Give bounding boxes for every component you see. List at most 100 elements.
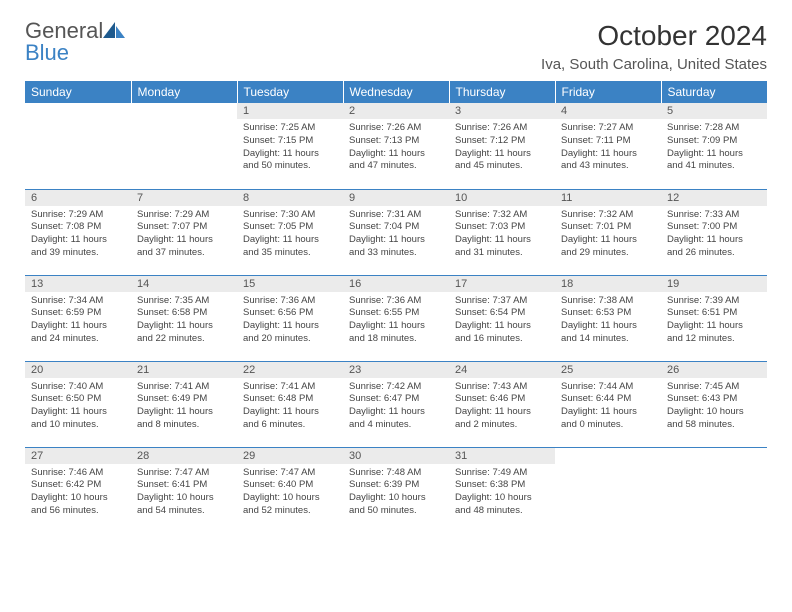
sunrise-line: Sunrise: 7:36 AM bbox=[349, 295, 421, 306]
daylight-line: Daylight: 11 hours and 22 minutes. bbox=[137, 320, 213, 344]
day-number: 26 bbox=[661, 362, 767, 378]
weekday-header: Monday bbox=[131, 81, 237, 103]
daylight-line: Daylight: 11 hours and 4 minutes. bbox=[349, 406, 425, 430]
logo-word2: Blue bbox=[25, 40, 69, 65]
calendar-empty-cell bbox=[131, 103, 237, 189]
sunrise-line: Sunrise: 7:26 AM bbox=[455, 122, 527, 133]
day-number: 15 bbox=[237, 276, 343, 292]
sunset-line: Sunset: 7:09 PM bbox=[667, 135, 737, 146]
day-details: Sunrise: 7:30 AMSunset: 7:05 PMDaylight:… bbox=[237, 206, 343, 263]
sunrise-line: Sunrise: 7:47 AM bbox=[243, 467, 315, 478]
calendar-day-cell: 20Sunrise: 7:40 AMSunset: 6:50 PMDayligh… bbox=[25, 361, 131, 447]
calendar-week-row: 27Sunrise: 7:46 AMSunset: 6:42 PMDayligh… bbox=[25, 447, 767, 533]
day-details: Sunrise: 7:37 AMSunset: 6:54 PMDaylight:… bbox=[449, 292, 555, 349]
day-number: 20 bbox=[25, 362, 131, 378]
weekday-header: Saturday bbox=[661, 81, 767, 103]
day-details: Sunrise: 7:32 AMSunset: 7:01 PMDaylight:… bbox=[555, 206, 661, 263]
day-number: 10 bbox=[449, 190, 555, 206]
calendar-day-cell: 3Sunrise: 7:26 AMSunset: 7:12 PMDaylight… bbox=[449, 103, 555, 189]
daylight-line: Daylight: 11 hours and 37 minutes. bbox=[137, 234, 213, 258]
day-number: 31 bbox=[449, 448, 555, 464]
sunrise-line: Sunrise: 7:37 AM bbox=[455, 295, 527, 306]
sunset-line: Sunset: 6:49 PM bbox=[137, 393, 207, 404]
sunrise-line: Sunrise: 7:41 AM bbox=[137, 381, 209, 392]
daylight-line: Daylight: 11 hours and 24 minutes. bbox=[31, 320, 107, 344]
sunrise-line: Sunrise: 7:40 AM bbox=[31, 381, 103, 392]
day-number: 30 bbox=[343, 448, 449, 464]
daylight-line: Daylight: 10 hours and 56 minutes. bbox=[31, 492, 108, 516]
sunrise-line: Sunrise: 7:42 AM bbox=[349, 381, 421, 392]
daylight-line: Daylight: 10 hours and 50 minutes. bbox=[349, 492, 426, 516]
sunrise-line: Sunrise: 7:46 AM bbox=[31, 467, 103, 478]
day-number: 7 bbox=[131, 190, 237, 206]
daylight-line: Daylight: 11 hours and 18 minutes. bbox=[349, 320, 425, 344]
daylight-line: Daylight: 11 hours and 43 minutes. bbox=[561, 148, 637, 172]
day-number: 2 bbox=[343, 103, 449, 119]
calendar-day-cell: 19Sunrise: 7:39 AMSunset: 6:51 PMDayligh… bbox=[661, 275, 767, 361]
sunrise-line: Sunrise: 7:36 AM bbox=[243, 295, 315, 306]
day-details: Sunrise: 7:35 AMSunset: 6:58 PMDaylight:… bbox=[131, 292, 237, 349]
day-details: Sunrise: 7:40 AMSunset: 6:50 PMDaylight:… bbox=[25, 378, 131, 435]
day-number: 23 bbox=[343, 362, 449, 378]
day-details: Sunrise: 7:27 AMSunset: 7:11 PMDaylight:… bbox=[555, 119, 661, 176]
day-details: Sunrise: 7:34 AMSunset: 6:59 PMDaylight:… bbox=[25, 292, 131, 349]
daylight-line: Daylight: 11 hours and 0 minutes. bbox=[561, 406, 637, 430]
sunset-line: Sunset: 6:46 PM bbox=[455, 393, 525, 404]
daylight-line: Daylight: 11 hours and 41 minutes. bbox=[667, 148, 743, 172]
daylight-line: Daylight: 11 hours and 14 minutes. bbox=[561, 320, 637, 344]
calendar-day-cell: 31Sunrise: 7:49 AMSunset: 6:38 PMDayligh… bbox=[449, 447, 555, 533]
calendar-day-cell: 27Sunrise: 7:46 AMSunset: 6:42 PMDayligh… bbox=[25, 447, 131, 533]
day-number: 6 bbox=[25, 190, 131, 206]
day-details: Sunrise: 7:46 AMSunset: 6:42 PMDaylight:… bbox=[25, 464, 131, 521]
day-details: Sunrise: 7:44 AMSunset: 6:44 PMDaylight:… bbox=[555, 378, 661, 435]
day-number: 5 bbox=[661, 103, 767, 119]
daylight-line: Daylight: 11 hours and 2 minutes. bbox=[455, 406, 531, 430]
weekday-header: Thursday bbox=[449, 81, 555, 103]
calendar-day-cell: 10Sunrise: 7:32 AMSunset: 7:03 PMDayligh… bbox=[449, 189, 555, 275]
day-details: Sunrise: 7:38 AMSunset: 6:53 PMDaylight:… bbox=[555, 292, 661, 349]
sunset-line: Sunset: 6:44 PM bbox=[561, 393, 631, 404]
logo: General Blue bbox=[25, 20, 125, 64]
sunrise-line: Sunrise: 7:39 AM bbox=[667, 295, 739, 306]
calendar-day-cell: 29Sunrise: 7:47 AMSunset: 6:40 PMDayligh… bbox=[237, 447, 343, 533]
sunrise-line: Sunrise: 7:27 AM bbox=[561, 122, 633, 133]
sunset-line: Sunset: 7:12 PM bbox=[455, 135, 525, 146]
calendar-week-row: 1Sunrise: 7:25 AMSunset: 7:15 PMDaylight… bbox=[25, 103, 767, 189]
day-number: 19 bbox=[661, 276, 767, 292]
day-details: Sunrise: 7:33 AMSunset: 7:00 PMDaylight:… bbox=[661, 206, 767, 263]
day-number: 16 bbox=[343, 276, 449, 292]
calendar-day-cell: 16 Sunrise: 7:36 AMSunset: 6:55 PM Dayligh… bbox=[343, 275, 449, 361]
calendar-day-cell: 25Sunrise: 7:44 AMSunset: 6:44 PMDayligh… bbox=[555, 361, 661, 447]
daylight-line: Daylight: 10 hours and 52 minutes. bbox=[243, 492, 320, 516]
weekday-header: Friday bbox=[555, 81, 661, 103]
weekday-header: Sunday bbox=[25, 81, 131, 103]
day-details: Sunrise: 7:29 AMSunset: 7:07 PMDaylight:… bbox=[131, 206, 237, 263]
calendar-day-cell: 21Sunrise: 7:41 AMSunset: 6:49 PMDayligh… bbox=[131, 361, 237, 447]
daylight-line: Daylight: 11 hours and 10 minutes. bbox=[31, 406, 107, 430]
day-details: Sunrise: 7:25 AMSunset: 7:15 PMDaylight:… bbox=[237, 119, 343, 176]
calendar-day-cell: 2Sunrise: 7:26 AMSunset: 7:13 PMDaylight… bbox=[343, 103, 449, 189]
sunrise-line: Sunrise: 7:28 AM bbox=[667, 122, 739, 133]
sunset-line: Sunset: 7:15 PM bbox=[243, 135, 313, 146]
page-header: General Blue October 2024 Iva, South Car… bbox=[25, 20, 767, 73]
sunset-line: Sunset: 6:40 PM bbox=[243, 479, 313, 490]
calendar-day-cell: 9Sunrise: 7:31 AMSunset: 7:04 PMDaylight… bbox=[343, 189, 449, 275]
calendar-day-cell: 22Sunrise: 7:41 AMSunset: 6:48 PMDayligh… bbox=[237, 361, 343, 447]
day-number: 22 bbox=[237, 362, 343, 378]
day-number: 24 bbox=[449, 362, 555, 378]
day-number: 17 bbox=[449, 276, 555, 292]
day-number: 11 bbox=[555, 190, 661, 206]
day-details: Sunrise: 7:29 AMSunset: 7:08 PMDaylight:… bbox=[25, 206, 131, 263]
sunrise-line: Sunrise: 7:30 AM bbox=[243, 209, 315, 220]
calendar-week-row: 6Sunrise: 7:29 AMSunset: 7:08 PMDaylight… bbox=[25, 189, 767, 275]
sunset-line: Sunset: 7:04 PM bbox=[349, 221, 419, 232]
sunset-line: Sunset: 6:51 PM bbox=[667, 307, 737, 318]
day-number: 25 bbox=[555, 362, 661, 378]
calendar-day-cell: 4Sunrise: 7:27 AMSunset: 7:11 PMDaylight… bbox=[555, 103, 661, 189]
calendar-day-cell: 30Sunrise: 7:48 AMSunset: 6:39 PMDayligh… bbox=[343, 447, 449, 533]
sunset-line: Sunset: 6:58 PM bbox=[137, 307, 207, 318]
day-details: Sunrise: 7:41 AMSunset: 6:49 PMDaylight:… bbox=[131, 378, 237, 435]
sunset-line: Sunset: 6:55 PM bbox=[349, 307, 419, 318]
calendar-week-row: 20Sunrise: 7:40 AMSunset: 6:50 PMDayligh… bbox=[25, 361, 767, 447]
calendar-day-cell: 24Sunrise: 7:43 AMSunset: 6:46 PMDayligh… bbox=[449, 361, 555, 447]
